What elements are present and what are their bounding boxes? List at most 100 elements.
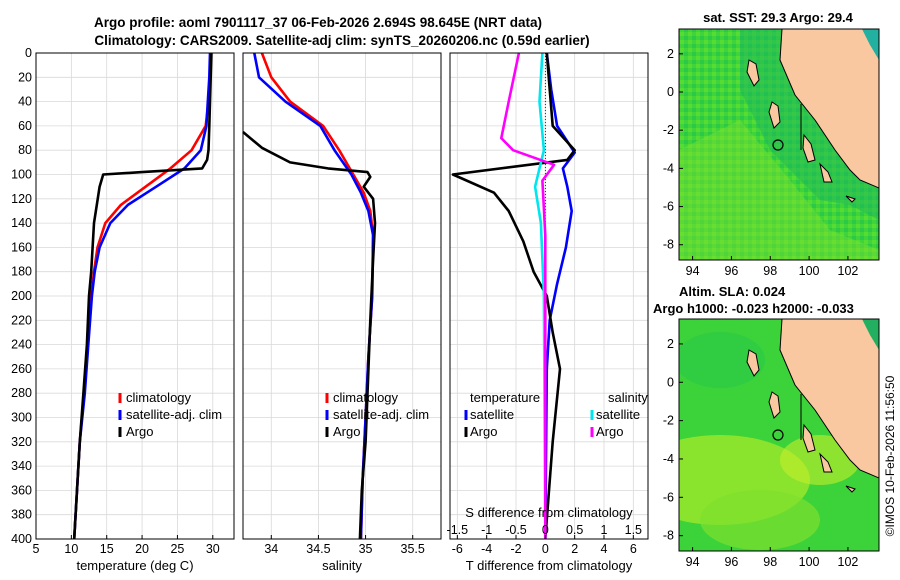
map-ytick-label: -8: [663, 238, 674, 252]
salinity-xtick-label: 34.5: [306, 542, 330, 556]
sla-map: Altim. SLA: 0.024 Argo h1000: -0.023 h20…: [653, 284, 880, 569]
depth-tick-label: 360: [11, 483, 32, 497]
salinity-legend-label: satellite-adj. clim: [333, 407, 429, 422]
diff-legend-label: Argo: [470, 424, 497, 439]
sla-map-title1: Altim. SLA: 0.024: [679, 284, 786, 299]
sst-map-frame: [678, 28, 880, 261]
map-ytick-label: 2: [667, 337, 674, 351]
salinity-panel: 34 34.5 35 35.5 salinity climatology satellite…: [242, 52, 442, 573]
temperature-legend-label: climatology: [126, 390, 192, 405]
depth-tick-label: 300: [11, 411, 32, 425]
difference-xtick-label: -4: [481, 542, 492, 556]
map-xtick-label: 100: [799, 555, 820, 569]
diff-legend-label: Argo: [596, 424, 623, 439]
figure-title-line2: Climatology: CARS2009. Satellite-adj cli…: [94, 33, 589, 48]
map-xtick-label: 94: [686, 264, 700, 278]
depth-tick-label: 80: [18, 143, 32, 157]
map-xtick-label: 100: [799, 264, 820, 278]
temperature-legend-label: satellite-adj. clim: [126, 407, 222, 422]
sst-strait: [862, 29, 879, 60]
map-xtick-label: 96: [724, 555, 738, 569]
temperature-legend-label: Argo: [126, 424, 153, 439]
diff-legend-label: satellite: [470, 407, 514, 422]
depth-tick-label: 220: [11, 313, 32, 327]
depth-tick-label: 60: [18, 119, 32, 133]
depth-tick-label: 240: [11, 338, 32, 352]
sst-argo-marker: [772, 139, 784, 151]
diff-legend-salinity-title: salinity: [608, 390, 648, 405]
depth-tick-label: 40: [18, 95, 32, 109]
depth-tick-label: 140: [11, 216, 32, 230]
sst-warm-patch: [679, 120, 879, 260]
difference-series-t-satellite: [544, 52, 576, 540]
sla-anomaly-east: [780, 435, 860, 485]
map-xtick-label: 96: [724, 264, 738, 278]
diff-top-tick-label: 0: [542, 523, 549, 537]
salinity-xtick-label: 35.5: [401, 542, 425, 556]
diff-top-tick-label: 1: [601, 523, 608, 537]
salinity-series-argo: [242, 131, 377, 540]
sst-map-title: sat. SST: 29.3 Argo: 29.4: [703, 10, 854, 25]
diff-legend-temperature-title: temperature: [470, 390, 540, 405]
sst-island-pagai: [819, 162, 833, 183]
temperature-xtick-label: 15: [100, 542, 114, 556]
diff-top-tick-label: 1.5: [625, 523, 642, 537]
temperature-xtick-label: 10: [64, 542, 78, 556]
map-xtick-label: 98: [763, 264, 777, 278]
sla-island-pagai: [819, 452, 833, 473]
diff-top-tick-label: -1: [481, 523, 492, 537]
difference-xtick-label: -2: [510, 542, 521, 556]
map-ytick-label: -6: [663, 490, 674, 504]
temperature-xtick-label: 20: [135, 542, 149, 556]
salinity-legend-label: Argo: [333, 424, 360, 439]
sst-coastal-band: [740, 29, 879, 220]
map-ytick-label: -8: [663, 529, 674, 543]
depth-tick-label: 320: [11, 435, 32, 449]
sst-island-nias: [768, 101, 781, 129]
sla-anomaly-low: [679, 332, 765, 388]
sla-island-enggano: [845, 485, 856, 493]
map-ytick-label: 0: [667, 85, 674, 99]
sst-island-siberut: [802, 133, 816, 163]
depth-tick-label: 200: [11, 289, 32, 303]
sla-island-nias: [768, 391, 781, 419]
temperature-axes-frame: [35, 52, 235, 540]
depth-tick-label: 20: [18, 70, 32, 84]
diff-top-tick-label: -1.5: [447, 523, 469, 537]
difference-series-s-argo: [500, 52, 556, 539]
figure-title-line1: Argo profile: aoml 7901117_37 06-Feb-202…: [94, 15, 542, 30]
difference-xlabel: T difference from climatology: [466, 558, 633, 573]
map-ytick-label: -2: [663, 414, 674, 428]
difference-series-s-satellite: [533, 52, 547, 540]
map-ytick-label: -2: [663, 123, 674, 137]
sst-sumatra-land: [779, 29, 879, 189]
temperature-xtick-label: 30: [206, 542, 220, 556]
difference-xtick-label: 6: [630, 542, 637, 556]
sla-strait: [862, 319, 879, 350]
sst-island-simeulue: [746, 59, 760, 87]
difference-axes-frame: [449, 52, 649, 540]
difference-xtick-label: 4: [601, 542, 608, 556]
sla-map-frame: [678, 318, 880, 552]
diff-top-tick-label: -0.5: [505, 523, 527, 537]
sst-map: sat. SST: 29.3 Argo: 29.4 94 96 98 100 102 2 0…: [663, 10, 880, 278]
diff-legend-label: satellite: [596, 407, 640, 422]
temperature-xlabel: temperature (deg C): [76, 558, 193, 573]
depth-tick-label: 280: [11, 386, 32, 400]
depth-tick-label: 100: [11, 168, 32, 182]
diff-top-xlabel: S difference from climatology: [465, 505, 633, 520]
depth-tick-label: 400: [11, 532, 32, 546]
difference-panel: -6 -4 -2 0 2 4 6 T difference from climatology t…: [447, 52, 649, 573]
sla-sumatra-land: [779, 319, 879, 479]
depth-tick-label: 180: [11, 265, 32, 279]
depth-tick-label: 260: [11, 362, 32, 376]
map-ytick-label: -4: [663, 452, 674, 466]
salinity-xlabel: salinity: [322, 558, 362, 573]
sla-anomaly-mid: [700, 490, 820, 550]
sst-map-axes: 94 96 98 100 102 2 0 -2 -4 -6 -8: [663, 47, 859, 278]
salinity-xtick-label: 34: [264, 542, 278, 556]
depth-tick-label: 160: [11, 240, 32, 254]
depth-tick-label: 380: [11, 508, 32, 522]
map-xtick-label: 102: [838, 555, 859, 569]
